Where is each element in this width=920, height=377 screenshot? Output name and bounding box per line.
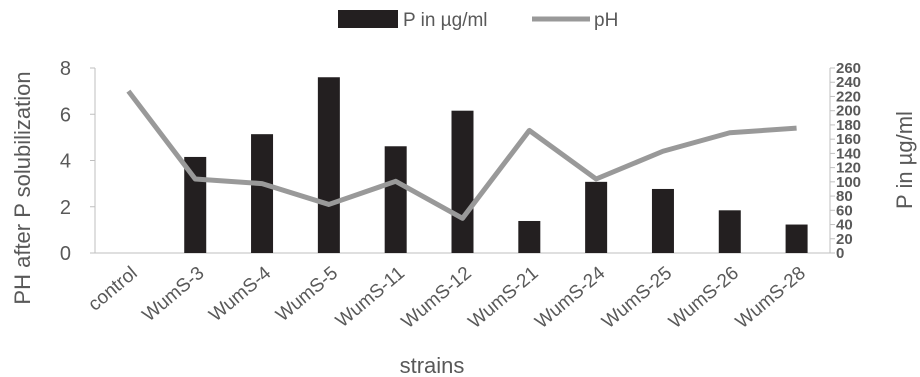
bar bbox=[451, 110, 474, 253]
y2-tick-label: 140 bbox=[836, 145, 861, 162]
bar bbox=[518, 220, 541, 253]
y-tick-label: 4 bbox=[60, 151, 71, 173]
y2-tick-label: 120 bbox=[836, 160, 861, 177]
x-tick-label: WumS-24 bbox=[531, 262, 609, 332]
legend-label-line: pH bbox=[594, 10, 618, 31]
y-tick-label: 0 bbox=[60, 243, 71, 265]
x-axis-title: strains bbox=[400, 353, 465, 377]
y-axis-title: PH after P solubilization bbox=[10, 71, 35, 304]
y2-tick-label: 20 bbox=[836, 231, 853, 248]
x-tick-label: WumS-28 bbox=[732, 263, 810, 333]
x-tick-label: control bbox=[84, 263, 141, 316]
bar bbox=[585, 181, 608, 253]
plot-area: 0246802040608010012014016018020022024026… bbox=[60, 58, 861, 333]
y2-tick-label: 60 bbox=[836, 202, 853, 219]
legend-swatch-bar bbox=[338, 10, 398, 28]
y2-tick-label: 200 bbox=[836, 103, 861, 120]
y-tick-label: 6 bbox=[60, 104, 71, 126]
y2-tick-label: 160 bbox=[836, 131, 861, 148]
x-tick-label: WumS-25 bbox=[598, 263, 676, 333]
y-tick-label: 8 bbox=[60, 58, 71, 80]
y2-axis-title: P in µg/ml bbox=[892, 111, 917, 209]
y2-tick-label: 180 bbox=[836, 117, 861, 134]
y2-tick-label: 100 bbox=[836, 174, 861, 191]
ph-line bbox=[126, 89, 797, 221]
x-tick-label: WumS-4 bbox=[205, 262, 275, 326]
legend-label-bar: P in µg/ml bbox=[403, 10, 488, 31]
y2-tick-label: 240 bbox=[836, 74, 861, 91]
x-tick-label: WumS-3 bbox=[139, 263, 209, 326]
y2-tick-label: 220 bbox=[836, 88, 861, 105]
x-tick-label: WumS-12 bbox=[398, 263, 476, 333]
bar bbox=[785, 224, 808, 253]
bar bbox=[317, 77, 340, 253]
y2-tick-label: 80 bbox=[836, 188, 853, 205]
bar bbox=[251, 134, 274, 253]
bar bbox=[651, 188, 674, 253]
bar bbox=[384, 146, 407, 253]
y-tick-label: 2 bbox=[60, 197, 71, 219]
y2-tick-label: 260 bbox=[836, 60, 861, 77]
y2-tick-label: 0 bbox=[836, 245, 844, 262]
legend: P in µg/ml pH bbox=[338, 10, 618, 31]
x-tick-label: WumS-11 bbox=[332, 263, 409, 332]
x-tick-label: WumS-21 bbox=[465, 263, 543, 333]
y2-tick-label: 40 bbox=[836, 217, 853, 234]
x-tick-label: WumS-26 bbox=[665, 263, 743, 333]
bar bbox=[718, 210, 741, 253]
